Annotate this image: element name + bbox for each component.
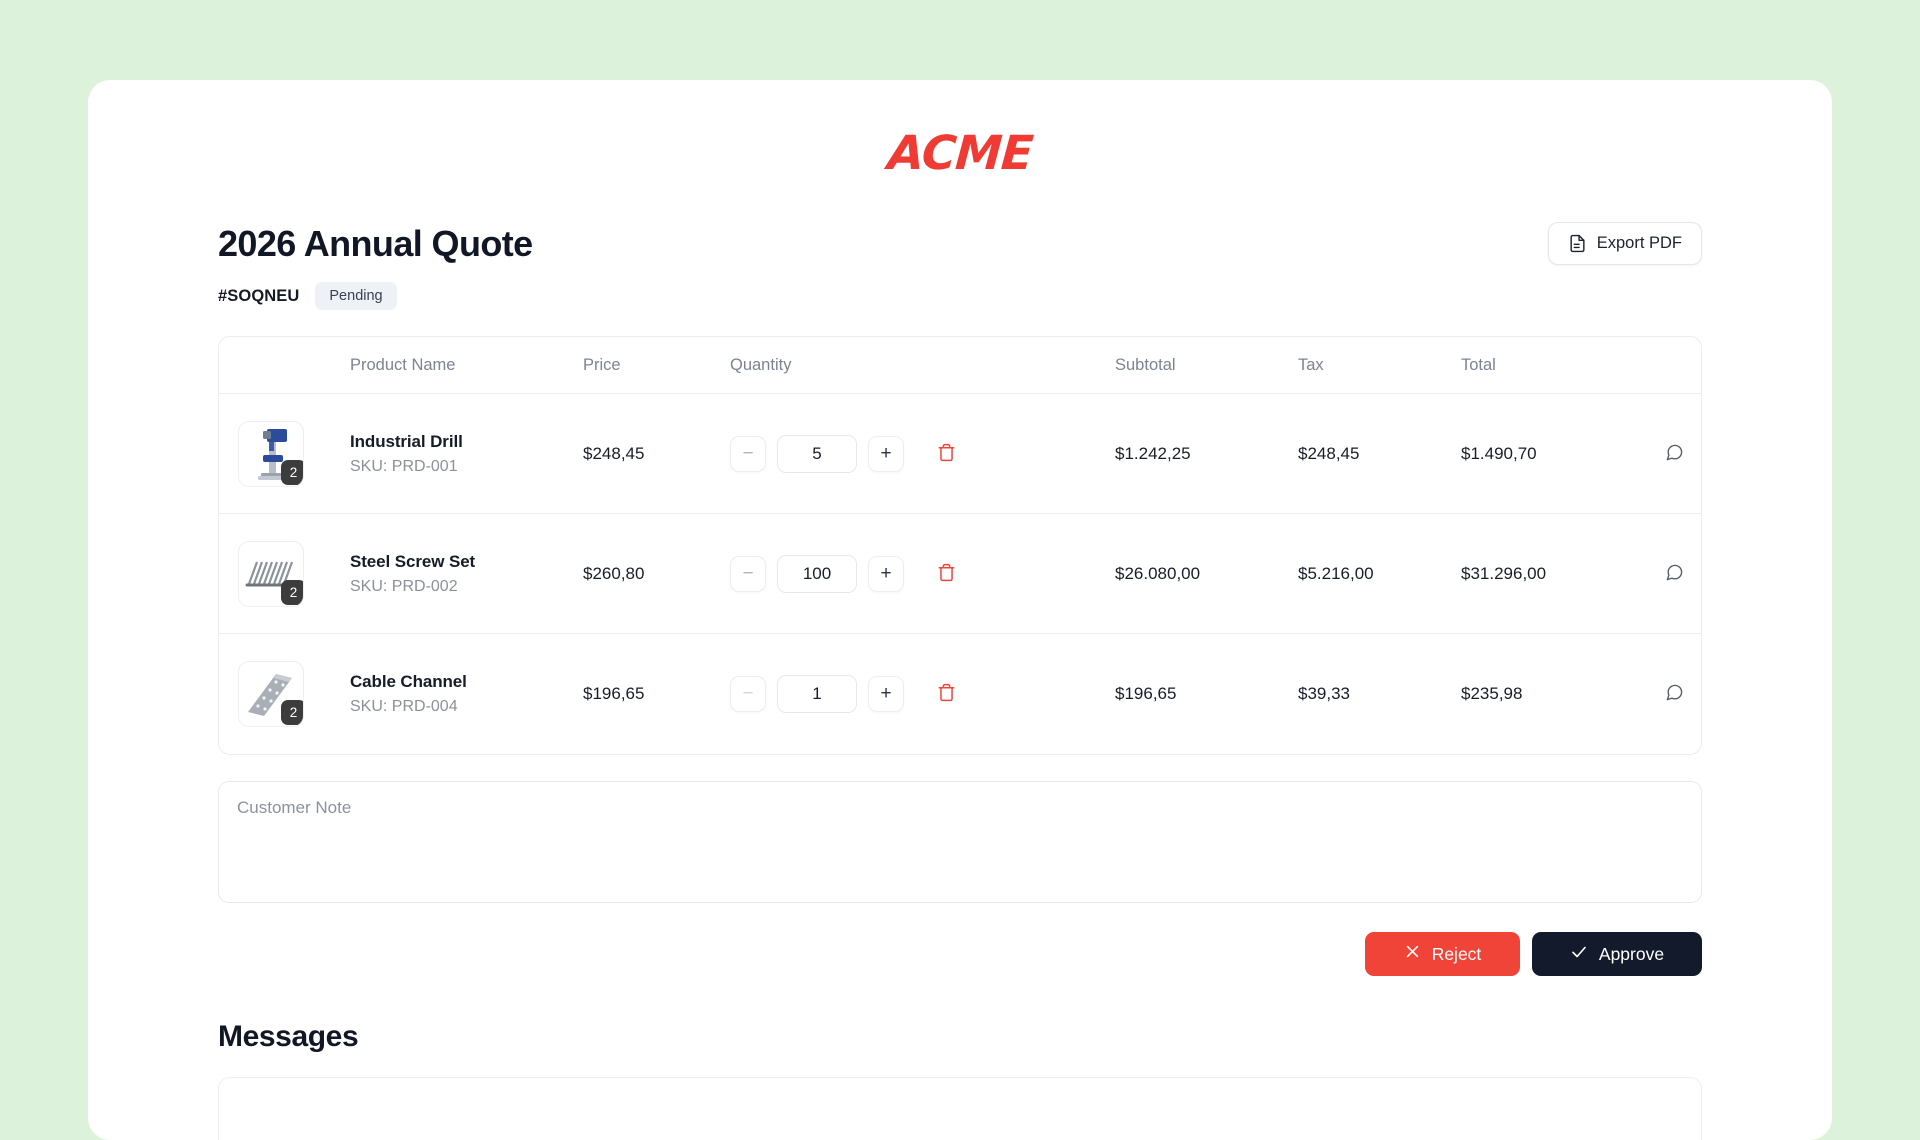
row-subtotal: $1.242,25	[1115, 443, 1191, 463]
check-icon	[1570, 943, 1588, 966]
quote-reference: #SOQNEU	[218, 286, 300, 305]
row-tax: $5.216,00	[1298, 563, 1374, 583]
table-row: 2 Cable Channel SKU: PRD-004 $196,65 − +	[219, 634, 1701, 754]
row-tax: $39,33	[1298, 684, 1350, 703]
quantity-stepper: − +	[730, 675, 1115, 713]
product-name: Cable Channel	[350, 672, 467, 691]
quantity-stepper: − +	[730, 554, 1115, 593]
messages-panel	[218, 1077, 1702, 1140]
row-comment-button[interactable]	[1661, 559, 1688, 589]
page-title: 2026 Annual Quote	[218, 222, 533, 264]
thumbnail-count-badge: 2	[281, 459, 303, 485]
col-quantity: Quantity	[730, 355, 792, 374]
row-comment-button[interactable]	[1661, 679, 1688, 709]
product-price: $248,45	[583, 443, 645, 463]
cable-channel-image	[239, 662, 303, 726]
quantity-input[interactable]	[777, 434, 857, 473]
product-sku: SKU: PRD-001	[350, 457, 458, 475]
document-icon	[1568, 234, 1587, 253]
delete-row-button[interactable]	[931, 439, 961, 469]
page-header-row: 2026 Annual Quote Export PDF	[218, 222, 1702, 265]
quantity-stepper: − +	[730, 434, 1115, 473]
approve-label: Approve	[1598, 943, 1665, 964]
drill-image	[239, 422, 303, 486]
customer-note-input[interactable]	[218, 781, 1702, 903]
table-row: 2 Steel Screw Set SKU: PRD-002 $260,80 −…	[219, 514, 1701, 634]
chat-bubble-icon	[1665, 683, 1684, 705]
product-price: $260,80	[583, 563, 645, 583]
quantity-decrement-button[interactable]: −	[730, 555, 766, 592]
col-subtotal: Subtotal	[1115, 355, 1176, 374]
row-subtotal: $196,65	[1115, 684, 1177, 703]
product-name: Industrial Drill	[350, 431, 463, 451]
quantity-increment-button[interactable]: +	[868, 676, 904, 712]
quantity-input[interactable]	[777, 554, 857, 593]
trash-icon	[937, 683, 956, 705]
trash-icon	[937, 563, 956, 585]
row-total: $235,98	[1461, 684, 1523, 703]
product-thumbnail[interactable]: 2	[238, 420, 304, 487]
product-sku: SKU: PRD-002	[350, 577, 458, 595]
trash-icon	[937, 443, 956, 465]
col-tax: Tax	[1298, 355, 1324, 374]
chat-bubble-icon	[1665, 443, 1684, 465]
col-product-name: Product Name	[350, 355, 456, 374]
thumbnail-count-badge: 2	[281, 579, 303, 605]
row-tax: $248,45	[1298, 443, 1360, 463]
acme-logo: ACME	[885, 125, 1035, 181]
quote-page-card: ACME 2026 Annual Quote Export PDF #SOQNE…	[88, 80, 1832, 1140]
product-thumbnail[interactable]: 2	[238, 540, 304, 607]
table-row: 2 Industrial Drill SKU: PRD-001 $248,45 …	[219, 394, 1701, 514]
row-comment-button[interactable]	[1661, 439, 1688, 469]
status-badge: Pending	[315, 282, 397, 310]
col-price: Price	[583, 355, 621, 374]
quantity-decrement-button[interactable]: −	[730, 676, 766, 712]
quote-actions: Reject Approve	[218, 932, 1702, 976]
col-total: Total	[1461, 355, 1496, 374]
messages-heading: Messages	[218, 1020, 359, 1053]
approve-button[interactable]: Approve	[1532, 932, 1702, 976]
row-subtotal: $26.080,00	[1115, 563, 1201, 583]
quantity-input[interactable]	[777, 675, 857, 713]
product-price: $196,65	[583, 684, 645, 703]
reject-label: Reject	[1431, 943, 1482, 964]
delete-row-button[interactable]	[931, 679, 961, 709]
product-sku: SKU: PRD-004	[350, 698, 458, 715]
reject-button[interactable]: Reject	[1365, 932, 1520, 976]
export-pdf-button[interactable]: Export PDF	[1547, 222, 1702, 265]
thumbnail-count-badge: 2	[281, 700, 303, 725]
quantity-increment-button[interactable]: +	[868, 555, 904, 592]
product-name: Steel Screw Set	[350, 551, 476, 571]
quote-items-table: Product Name Price Quantity Subtotal Tax…	[218, 336, 1702, 755]
chat-bubble-icon	[1665, 563, 1684, 585]
quantity-decrement-button[interactable]: −	[730, 435, 766, 472]
product-thumbnail[interactable]: 2	[238, 661, 304, 727]
quote-meta: #SOQNEU Pending	[218, 282, 1702, 310]
row-total: $1.490,70	[1461, 443, 1537, 463]
brand-header: ACME	[218, 116, 1702, 190]
delete-row-button[interactable]	[931, 559, 961, 589]
quantity-increment-button[interactable]: +	[868, 435, 904, 472]
table-header-row: Product Name Price Quantity Subtotal Tax…	[219, 337, 1701, 394]
row-total: $31.296,00	[1461, 563, 1547, 583]
close-icon	[1404, 943, 1421, 965]
export-pdf-label: Export PDF	[1596, 234, 1682, 252]
